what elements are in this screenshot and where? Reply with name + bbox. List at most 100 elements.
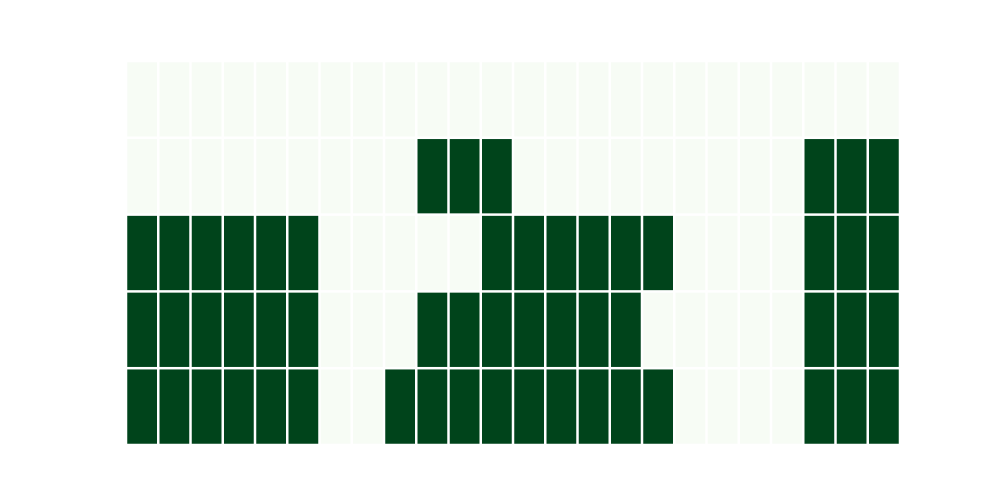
heatmap-cell-r0-c17 <box>675 62 706 137</box>
heatmap-cell-r0-c4 <box>256 62 286 137</box>
heatmap-cell-r3-c18 <box>707 292 738 367</box>
heatmap-cell-r2-c16 <box>643 215 673 291</box>
heatmap-cell-r4-c16 <box>643 369 673 444</box>
heatmap-cell-r4-c2 <box>191 369 222 444</box>
heatmap-cell-r1-c19 <box>740 139 770 214</box>
heatmap-cell-r3-c10 <box>449 292 480 367</box>
heatmap-cell-r1-c16 <box>643 139 673 214</box>
heatmap-cell-r3-c16 <box>643 292 673 367</box>
heatmap-cell-r3-c22 <box>836 292 867 367</box>
heatmap-cell-r4-c7 <box>353 369 383 444</box>
heatmap-cell-r1-c17 <box>675 139 706 214</box>
heatmap-cell-r4-c15 <box>611 369 641 444</box>
heatmap-cell-r1-c22 <box>836 139 867 214</box>
heatmap-cell-r2-c5 <box>288 215 319 291</box>
heatmap-cell-r1-c12 <box>514 139 544 214</box>
heatmap-cell-r0-c1 <box>159 62 190 137</box>
heatmap-cell-r3-c12 <box>514 292 544 367</box>
heatmap-cell-r0-c6 <box>320 62 351 137</box>
heatmap-cell-r4-c9 <box>417 369 448 444</box>
heatmap-cell-r3-c4 <box>256 292 286 367</box>
heatmap-cell-r4-c21 <box>804 369 835 444</box>
heatmap-cell-r0-c13 <box>546 62 577 137</box>
heatmap-cell-r4-c8 <box>385 369 415 444</box>
heatmap-cell-r2-c14 <box>578 215 609 291</box>
heatmap-cell-r2-c22 <box>836 215 867 291</box>
heatmap-cell-r2-c0 <box>127 215 157 291</box>
heatmap-cell-r1-c5 <box>288 139 319 214</box>
heatmap-cell-r0-c22 <box>836 62 867 137</box>
heatmap-cell-r0-c15 <box>611 62 641 137</box>
heatmap-cell-r2-c17 <box>675 215 706 291</box>
heatmap-cell-r4-c23 <box>869 369 899 444</box>
heatmap-cell-r1-c10 <box>449 139 480 214</box>
heatmap-cell-r0-c21 <box>804 62 835 137</box>
heatmap-cell-r2-c6 <box>320 215 351 291</box>
heatmap-cell-r2-c20 <box>772 215 802 291</box>
heatmap-cell-r1-c1 <box>159 139 190 214</box>
heatmap-cell-r3-c13 <box>546 292 577 367</box>
heatmap-cell-r3-c3 <box>224 292 254 367</box>
heatmap-cell-r0-c14 <box>578 62 609 137</box>
heatmap-cell-r4-c14 <box>578 369 609 444</box>
heatmap-cell-r3-c0 <box>127 292 157 367</box>
heatmap-cell-r2-c1 <box>159 215 190 291</box>
heatmap-cell-r0-c23 <box>869 62 899 137</box>
heatmap-cell-r2-c10 <box>449 215 480 291</box>
heatmap-cell-r3-c14 <box>578 292 609 367</box>
heatmap-cell-r0-c12 <box>514 62 544 137</box>
heatmap-cell-r0-c2 <box>191 62 222 137</box>
heatmap-cell-r2-c11 <box>482 215 512 291</box>
heatmap-cell-r4-c4 <box>256 369 286 444</box>
heatmap-cell-r1-c13 <box>546 139 577 214</box>
heatmap-cell-r3-c8 <box>385 292 415 367</box>
heatmap-cell-r3-c9 <box>417 292 448 367</box>
heatmap-cell-r2-c9 <box>417 215 448 291</box>
heatmap-cell-r3-c19 <box>740 292 770 367</box>
heatmap-cell-r4-c17 <box>675 369 706 444</box>
heatmap-cell-r3-c20 <box>772 292 802 367</box>
heatmap-cell-r2-c21 <box>804 215 835 291</box>
heatmap-cell-r3-c1 <box>159 292 190 367</box>
heatmap-cell-r0-c11 <box>482 62 512 137</box>
heatmap-cell-r1-c14 <box>578 139 609 214</box>
heatmap-cell-r0-c16 <box>643 62 673 137</box>
heatmap-cell-r1-c21 <box>804 139 835 214</box>
heatmap-cell-r2-c3 <box>224 215 254 291</box>
heatmap-cell-r4-c19 <box>740 369 770 444</box>
heatmap-cell-r1-c0 <box>127 139 157 214</box>
heatmap-cell-r3-c15 <box>611 292 641 367</box>
heatmap-cell-r0-c18 <box>707 62 738 137</box>
heatmap-cell-r4-c1 <box>159 369 190 444</box>
heatmap-cell-r3-c6 <box>320 292 351 367</box>
heatmap-cell-r1-c20 <box>772 139 802 214</box>
heatmap-cell-r2-c7 <box>353 215 383 291</box>
heatmap-cell-r4-c22 <box>836 369 867 444</box>
heatmap-cell-r4-c18 <box>707 369 738 444</box>
heatmap-cell-r1-c6 <box>320 139 351 214</box>
heatmap-cell-r0-c5 <box>288 62 319 137</box>
heatmap-cell-r1-c3 <box>224 139 254 214</box>
heatmap-cell-r3-c21 <box>804 292 835 367</box>
heatmap-cell-r1-c15 <box>611 139 641 214</box>
heatmap-cell-r0-c9 <box>417 62 448 137</box>
heatmap-cell-r1-c2 <box>191 139 222 214</box>
heatmap-cell-r3-c23 <box>869 292 899 367</box>
heatmap-cell-r4-c11 <box>482 369 512 444</box>
heatmap-cell-r1-c9 <box>417 139 448 214</box>
heatmap-cell-r1-c23 <box>869 139 899 214</box>
heatmap-cell-r3-c17 <box>675 292 706 367</box>
heatmap-cell-r2-c19 <box>740 215 770 291</box>
heatmap-cell-r1-c18 <box>707 139 738 214</box>
heatmap-cell-r0-c10 <box>449 62 480 137</box>
heatmap-cell-r4-c12 <box>514 369 544 444</box>
heatmap-cell-r2-c23 <box>869 215 899 291</box>
heatmap-cell-r3-c7 <box>353 292 383 367</box>
heatmap-cell-r4-c20 <box>772 369 802 444</box>
heatmap-cell-r2-c4 <box>256 215 286 291</box>
heatmap-cell-r0-c3 <box>224 62 254 137</box>
heatmap-cell-r0-c20 <box>772 62 802 137</box>
heatmap-cell-r4-c3 <box>224 369 254 444</box>
